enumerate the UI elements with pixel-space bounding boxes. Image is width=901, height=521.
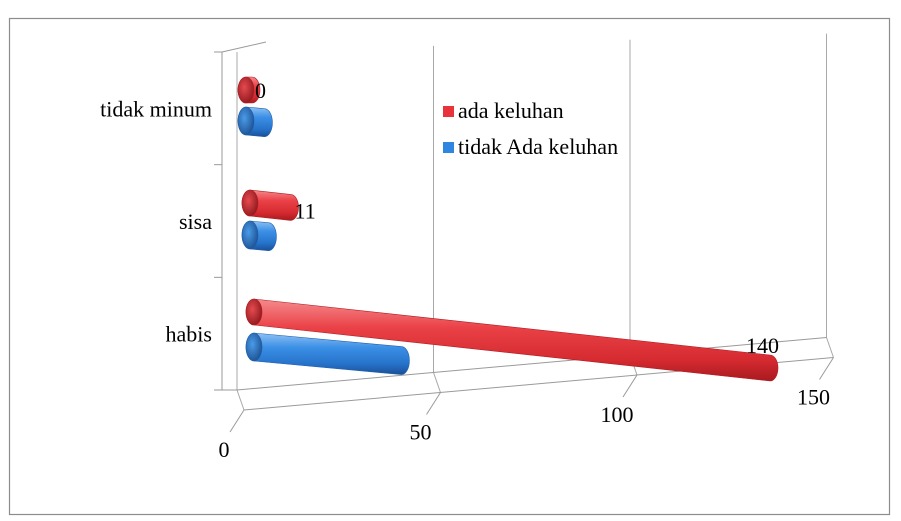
left-wall-top-edge [221, 41, 267, 53]
legend-label: ada keluhan [458, 98, 564, 123]
bar-cap [237, 106, 255, 136]
x-tick-label: 50 [410, 420, 432, 445]
bar-tidak-ada-keluhan [245, 332, 410, 375]
y-category-label: habis [166, 322, 212, 347]
floor-gridline [236, 389, 245, 411]
legend: ada keluhan tidak Ada keluhan [443, 98, 618, 159]
data-label: 0 [255, 78, 266, 103]
x-axis-ticks: 0 50 100 150 [219, 357, 834, 462]
bar-tidak-ada-keluhan [241, 220, 277, 252]
bar-cap [245, 298, 263, 326]
y-category-label: tidak minum [100, 96, 212, 121]
x-tick-label: 150 [797, 385, 830, 410]
x-tick-label: 0 [219, 437, 230, 462]
bar-ada-keluhan [241, 189, 299, 221]
bar-tidak-ada-keluhan [237, 106, 273, 138]
legend-swatch [443, 142, 454, 153]
bar-ada-keluhan [245, 298, 779, 382]
x-axis-tick-mark [622, 374, 638, 398]
bar-ada-keluhan [237, 76, 261, 104]
floor-back-edge [236, 337, 827, 391]
y-axis-categories: habis sisa tidak minum [100, 96, 212, 346]
floor-gridline [826, 337, 834, 358]
bar-cap [245, 332, 263, 362]
bar-series [237, 76, 779, 382]
x-axis-tick-mark [229, 409, 245, 433]
legend-label: tidak Ada keluhan [458, 134, 618, 159]
bar-cap [241, 189, 259, 217]
x-axis-tick-mark [819, 357, 834, 380]
data-label: 11 [295, 198, 316, 223]
data-label: 140 [746, 333, 779, 358]
floor-gridline [433, 372, 441, 393]
x-axis-tick-mark [426, 392, 441, 415]
y-category-label: sisa [179, 209, 212, 234]
legend-swatch [443, 106, 454, 117]
x-tick-label: 100 [601, 402, 634, 427]
data-labels: 140 11 0 [255, 78, 779, 358]
bar-cap [241, 220, 259, 250]
chart-border [8, 17, 891, 516]
bar-cap [237, 76, 255, 104]
